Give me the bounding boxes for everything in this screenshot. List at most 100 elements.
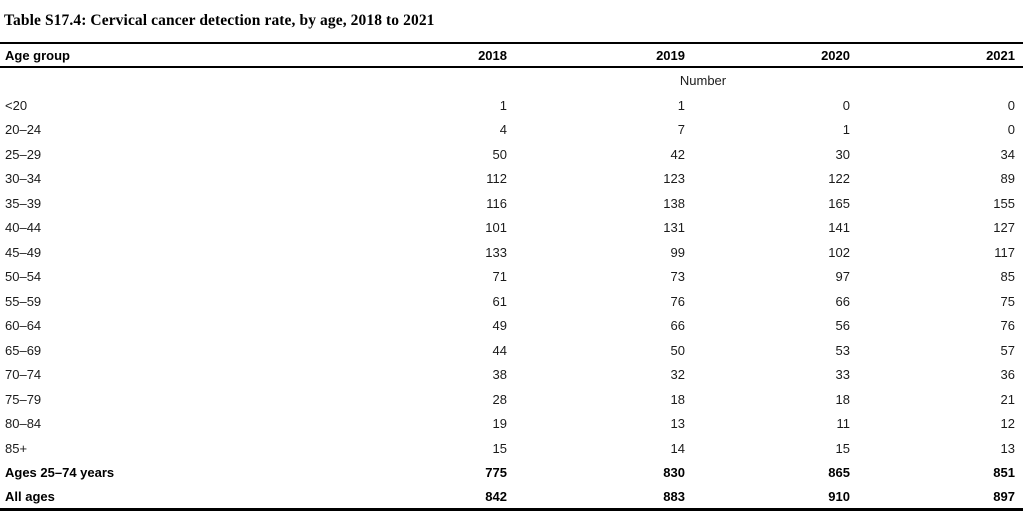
value-cell-2018: 50	[492, 146, 507, 162]
value-cell-2021: 36	[1000, 367, 1015, 383]
table-row: 40–44 101 131 141 127	[0, 216, 1023, 241]
table-row: Ages 25–74 years 775 830 865 851	[0, 461, 1023, 486]
cervical-cancer-detection-table: Age group 2018 2019 2020 2021 Number <20…	[0, 42, 1023, 511]
value-cell-2018: 44	[492, 342, 507, 358]
value-cell-2021: 21	[1000, 391, 1015, 407]
age-group-cell: 35–39	[5, 195, 42, 211]
value-cell-2018: 101	[485, 220, 507, 236]
value-cell-2019: 14	[670, 440, 685, 456]
age-group-cell: 80–84	[5, 416, 42, 432]
value-cell-2020: 910	[693, 485, 858, 511]
table-row: 35–39 116 138 165 155	[0, 191, 1023, 216]
header-row: Age group 2018 2019 2020 2021	[0, 42, 1023, 68]
table-row: 25–29 50 42 30 34	[0, 142, 1023, 167]
column-header-2019: 2019	[515, 42, 693, 68]
table-row: 60–64 49 66 56 76	[0, 314, 1023, 339]
value-cell-2018: 19	[492, 416, 507, 432]
table-row: 75–79 28 18 18 21	[0, 387, 1023, 412]
value-cell-2019: 7	[677, 122, 685, 138]
value-cell-2018: 71	[492, 269, 507, 285]
value-cell-2021: 13	[1000, 440, 1015, 456]
value-cell-2018: 116	[486, 195, 507, 211]
value-cell-2020: 66	[835, 293, 850, 309]
unit-row-spacer	[0, 67, 337, 93]
value-cell-2021: 851	[993, 465, 1015, 481]
table-row: 80–84 19 13 11 12	[0, 412, 1023, 437]
age-group-cell: 25–29	[5, 146, 42, 162]
table-row: 70–74 38 32 33 36	[0, 363, 1023, 388]
value-cell-2019: 1	[677, 97, 685, 113]
value-cell-2018: 112	[486, 171, 507, 187]
value-cell-2018: 4	[499, 122, 507, 138]
table-row: All ages 842 883 910 897	[0, 485, 1023, 511]
value-cell-2021: 85	[1000, 269, 1015, 285]
value-cell-2020: 141	[828, 220, 850, 236]
value-cell-2020: 122	[828, 171, 850, 187]
age-group-cell: Ages 25–74 years	[5, 465, 115, 481]
value-cell-2020: 53	[835, 342, 850, 358]
value-cell-2018: 38	[492, 367, 507, 383]
column-header-age-group: Age group	[0, 42, 337, 68]
value-cell-2019: 123	[663, 171, 685, 187]
value-cell-2019: 76	[670, 293, 685, 309]
value-cell-2018: 1	[499, 97, 507, 113]
value-cell-2018: 15	[492, 440, 507, 456]
value-cell-2020: 97	[835, 269, 850, 285]
value-cell-2019: 66	[670, 318, 685, 334]
unit-label: Number	[679, 73, 727, 88]
value-cell-2019: 99	[670, 244, 685, 260]
value-cell-2019: 42	[670, 146, 685, 162]
age-group-cell: 85+	[5, 440, 28, 456]
value-cell-2019: 830	[663, 465, 685, 481]
table-row: 85+ 15 14 15 13	[0, 436, 1023, 461]
value-cell-2020: 102	[828, 244, 850, 260]
value-cell-2021: 75	[1000, 293, 1015, 309]
age-group-cell: 70–74	[5, 367, 42, 383]
value-cell-2019: 138	[663, 195, 685, 211]
age-group-cell: 60–64	[5, 318, 42, 334]
value-cell-2021: 155	[993, 195, 1015, 211]
column-header-2020: 2020	[693, 42, 858, 68]
value-cell-2019: 13	[670, 416, 685, 432]
table-row: 65–69 44 50 53 57	[0, 338, 1023, 363]
value-cell-2018: 49	[492, 318, 507, 334]
unit-row: Number	[0, 67, 1023, 93]
value-cell-2019: 50	[670, 342, 685, 358]
column-header-2018: 2018	[337, 42, 515, 68]
value-cell-2020: 11	[836, 416, 851, 432]
value-cell-2020: 1	[842, 122, 850, 138]
value-cell-2018: 842	[337, 485, 515, 511]
value-cell-2021: 0	[1007, 122, 1015, 138]
age-group-cell: 40–44	[5, 220, 42, 236]
value-cell-2020: 865	[828, 465, 850, 481]
value-cell-2021: 117	[994, 244, 1015, 260]
table-row: 20–24 4 7 1 0	[0, 118, 1023, 143]
age-group-cell: 20–24	[5, 122, 42, 138]
value-cell-2021: 897	[858, 485, 1023, 511]
value-cell-2020: 18	[835, 391, 850, 407]
value-cell-2021: 12	[1000, 416, 1015, 432]
value-cell-2020: 165	[828, 195, 850, 211]
age-group-cell: 50–54	[5, 269, 42, 285]
value-cell-2019: 32	[670, 367, 685, 383]
column-header-2021: 2021	[858, 42, 1023, 68]
value-cell-2019: 18	[670, 391, 685, 407]
value-cell-2021: 34	[1000, 146, 1015, 162]
age-group-cell: All ages	[0, 485, 337, 511]
age-group-cell: 55–59	[5, 293, 42, 309]
value-cell-2019: 883	[515, 485, 693, 511]
value-cell-2021: 89	[1000, 171, 1015, 187]
value-cell-2019: 131	[663, 220, 685, 236]
value-cell-2018: 775	[485, 465, 507, 481]
age-group-cell: 30–34	[5, 171, 42, 187]
value-cell-2019: 73	[670, 269, 685, 285]
value-cell-2018: 28	[492, 391, 507, 407]
age-group-cell: 45–49	[5, 244, 42, 260]
value-cell-2020: 0	[842, 97, 850, 113]
age-group-cell: <20	[5, 97, 28, 113]
table-row: 45–49 133 99 102 117	[0, 240, 1023, 265]
value-cell-2021: 127	[993, 220, 1015, 236]
table-row: 50–54 71 73 97 85	[0, 265, 1023, 290]
age-group-cell: 75–79	[5, 391, 42, 407]
